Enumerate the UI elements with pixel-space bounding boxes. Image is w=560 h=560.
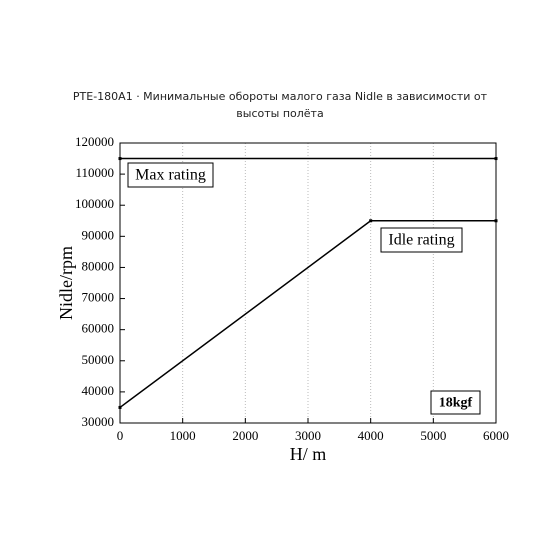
x-tick-label: 1000 [170, 428, 196, 443]
y-tick-label: 90000 [82, 227, 115, 242]
annotation-box [380, 227, 463, 253]
y-tick-label: 60000 [82, 321, 115, 336]
x-tick-label: 0 [117, 428, 124, 443]
y-tick-label: 100000 [75, 196, 114, 211]
point [494, 157, 498, 161]
x-axis-label: H/ m [290, 444, 327, 464]
annotation: 18kgf [439, 396, 473, 411]
point [494, 219, 498, 223]
point [118, 157, 122, 161]
point [118, 405, 122, 409]
y-tick-label: 120000 [75, 134, 114, 149]
annotation: Max rating [135, 167, 206, 184]
point [369, 219, 373, 223]
x-tick-label: 5000 [420, 428, 446, 443]
y-tick-label: 70000 [82, 290, 115, 305]
x-tick-label: 2000 [232, 428, 258, 443]
annotation-box [430, 390, 481, 415]
x-tick-label: 4000 [358, 428, 384, 443]
annotation: Idle rating [388, 232, 454, 249]
y-tick-label: 50000 [82, 352, 115, 367]
y-tick-label: 110000 [75, 165, 114, 180]
y-tick-label: 30000 [82, 414, 115, 429]
annotation-box [127, 162, 214, 188]
y-axis-label: Nidle/rpm [56, 246, 76, 320]
plot-frame [119, 142, 497, 424]
x-tick-label: 6000 [483, 428, 509, 443]
y-tick-label: 80000 [82, 258, 115, 273]
chart-title: PTE-180A1 · Минимальные обороты малого г… [72, 90, 488, 120]
y-tick-label: 40000 [82, 383, 115, 398]
x-tick-label: 3000 [295, 428, 321, 443]
